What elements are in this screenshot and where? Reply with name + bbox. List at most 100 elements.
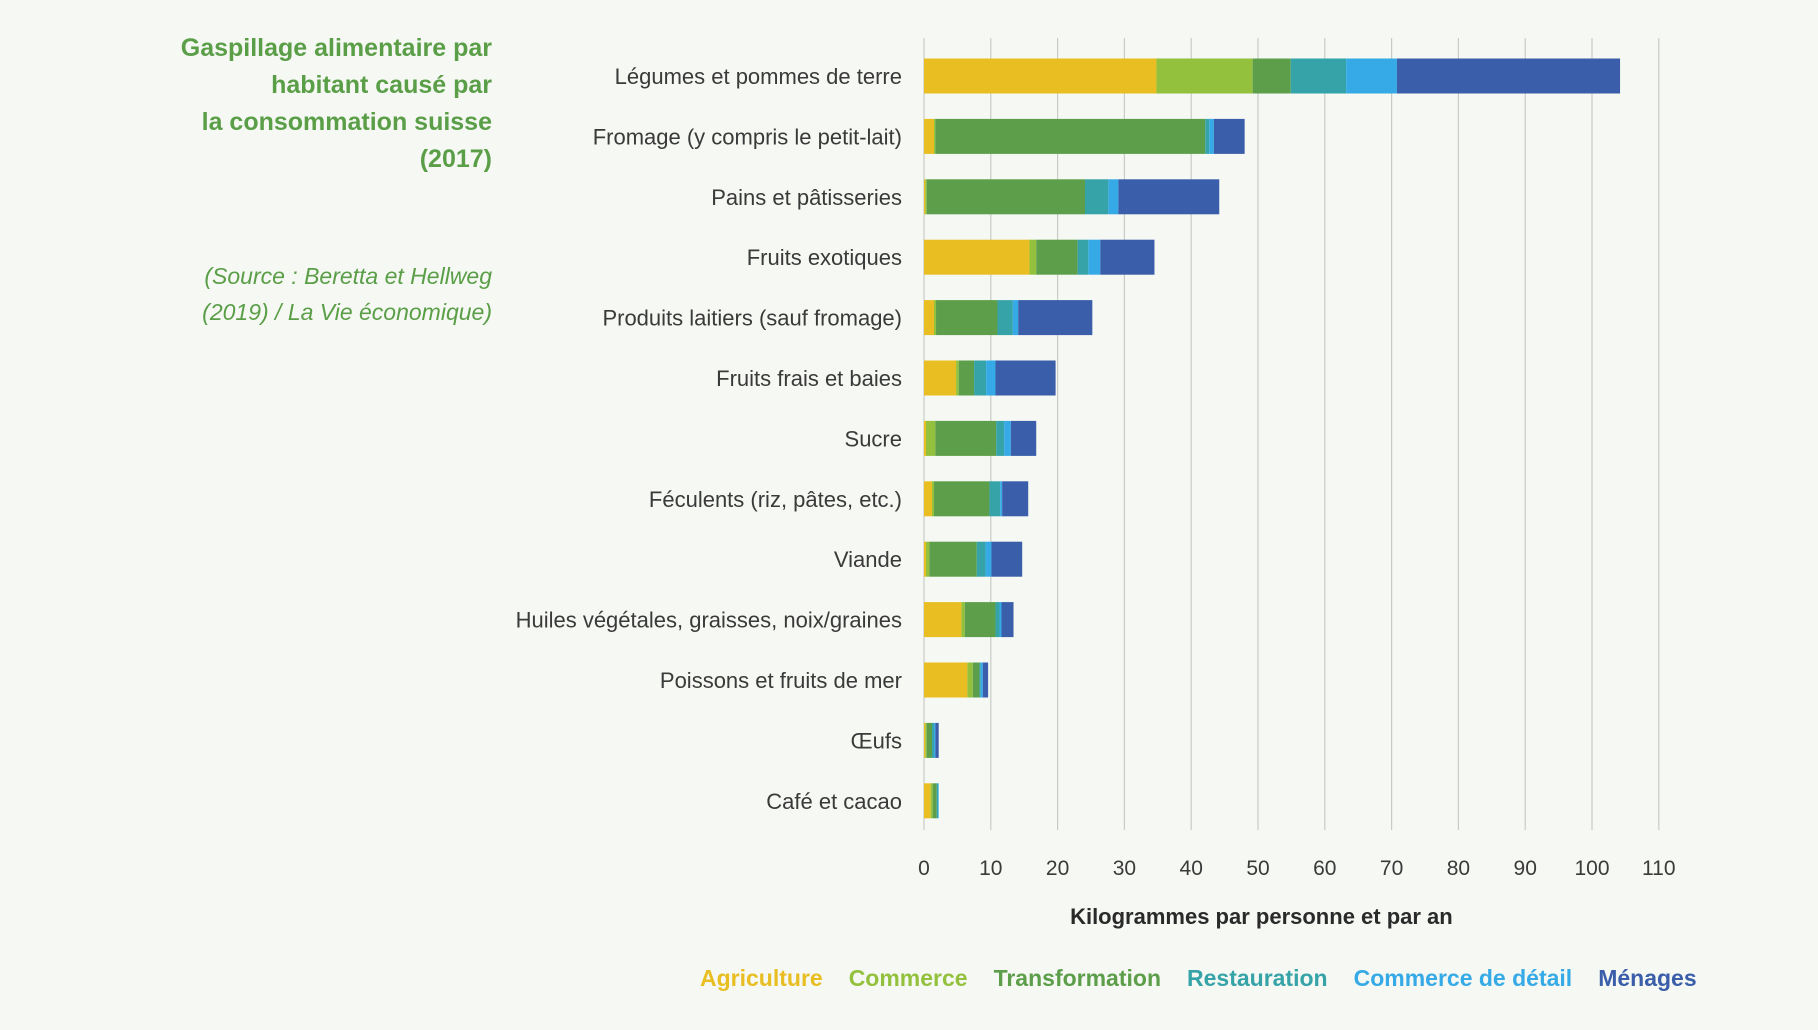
bar-segment-transformation bbox=[964, 602, 996, 638]
bar-segment-commerce-de-d-tail bbox=[985, 541, 992, 577]
bar-segment-commerce-de-d-tail bbox=[1004, 420, 1011, 456]
bar-segment-commerce-de-d-tail bbox=[1209, 118, 1214, 154]
bar-segment-transformation bbox=[934, 481, 990, 517]
bar-segment-commerce bbox=[967, 662, 973, 698]
bar-segment-commerce bbox=[1156, 58, 1253, 94]
bar-segment-agriculture bbox=[924, 239, 1030, 275]
bar-segment-commerce-de-d-tail bbox=[1346, 58, 1397, 94]
bar-segment-m-nages bbox=[1213, 118, 1245, 154]
bar-segment-commerce-de-d-tail bbox=[938, 783, 939, 819]
bar-segment-restauration bbox=[976, 541, 986, 577]
bar-segment-m-nages bbox=[1118, 179, 1220, 215]
bar-segment-transformation bbox=[929, 541, 977, 577]
bar-segment-transformation bbox=[1036, 239, 1078, 275]
bar-segment-commerce-de-d-tail bbox=[1108, 179, 1119, 215]
x-tick-label: 40 bbox=[1180, 857, 1203, 880]
bar-segment-transformation bbox=[926, 179, 1085, 215]
bar-segment-restauration bbox=[989, 481, 1001, 517]
bar-segment-restauration bbox=[974, 360, 987, 396]
x-tick-label: 50 bbox=[1246, 857, 1269, 880]
category-label: Légumes et pommes de terre bbox=[615, 64, 902, 89]
x-tick-label: 90 bbox=[1514, 857, 1537, 880]
bar-segment-commerce bbox=[1029, 239, 1037, 275]
bar-segment-transformation bbox=[926, 722, 933, 758]
bar-segment-restauration bbox=[979, 662, 981, 698]
chart-legend: Agriculture Commerce Transformation Restaur… bbox=[700, 965, 1700, 992]
category-label: Viande bbox=[834, 547, 902, 572]
bar-segment-commerce bbox=[926, 541, 930, 577]
bar-segment-commerce bbox=[934, 300, 937, 336]
chart-source: (Source : Beretta et Hellweg (2019) / La… bbox=[202, 263, 492, 325]
bar-segment-m-nages bbox=[1018, 300, 1093, 336]
bar-segment-m-nages bbox=[935, 722, 939, 758]
bar-segment-m-nages bbox=[1001, 602, 1014, 638]
bar-segment-m-nages bbox=[1100, 239, 1155, 275]
category-label: Fruits exotiques bbox=[747, 245, 902, 270]
bar-segment-agriculture bbox=[924, 300, 935, 336]
bar-segment-commerce bbox=[926, 420, 936, 456]
bar-segment-restauration bbox=[996, 420, 1005, 456]
bar-segment-m-nages bbox=[1002, 481, 1029, 517]
bar-segment-restauration bbox=[1205, 118, 1210, 154]
category-label: Pains et pâtisseries bbox=[711, 185, 902, 210]
bar-segment-agriculture bbox=[924, 360, 957, 396]
bar-segment-agriculture bbox=[924, 602, 962, 638]
legend-item: Commerce de détail bbox=[1353, 965, 1573, 991]
bar-segment-restauration bbox=[1084, 179, 1109, 215]
x-axis-title: Kilogrammes par personne et par an bbox=[1070, 904, 1453, 929]
bar-segment-agriculture bbox=[924, 722, 926, 758]
bar-segment-agriculture bbox=[924, 58, 1157, 94]
chart-title: Gaspillage alimentaire par habitant caus… bbox=[180, 34, 492, 173]
x-tick-label: 0 bbox=[918, 857, 930, 880]
bar-segment-commerce-de-d-tail bbox=[1000, 481, 1003, 517]
bar-segment-restauration bbox=[997, 300, 1013, 336]
bar-segment-agriculture bbox=[924, 481, 933, 517]
bar-segment-transformation bbox=[935, 420, 997, 456]
bar-segment-commerce bbox=[956, 360, 959, 396]
bar-segment-m-nages bbox=[995, 360, 1056, 396]
category-label: Féculents (riz, pâtes, etc.) bbox=[649, 487, 902, 512]
category-label: Fruits frais et baies bbox=[716, 366, 902, 391]
bar-segment-m-nages bbox=[1396, 58, 1621, 94]
x-tick-label: 30 bbox=[1113, 857, 1136, 880]
bar-segment-transformation bbox=[958, 360, 975, 396]
x-tick-label: 60 bbox=[1313, 857, 1336, 880]
x-tick-label: 80 bbox=[1447, 857, 1470, 880]
category-label: Produits laitiers (sauf fromage) bbox=[602, 306, 902, 331]
bar-segment-agriculture bbox=[924, 783, 931, 819]
bar-segment-agriculture bbox=[924, 662, 968, 698]
legend-item: Commerce bbox=[848, 965, 968, 991]
bar-segment-commerce-de-d-tail bbox=[980, 662, 983, 698]
bar-segment-commerce bbox=[932, 481, 935, 517]
category-label: Fromage (y compris le petit-lait) bbox=[593, 124, 902, 149]
title-block: Gaspillage alimentaire par habitant caus… bbox=[60, 30, 492, 330]
legend-item: Ménages bbox=[1598, 965, 1697, 991]
bar-segment-transformation bbox=[935, 118, 1206, 154]
bar-segment-restauration bbox=[1077, 239, 1089, 275]
bar-segment-agriculture bbox=[924, 420, 927, 456]
bar-segment-transformation bbox=[936, 300, 998, 336]
x-tick-label: 100 bbox=[1574, 857, 1609, 880]
x-tick-label: 70 bbox=[1380, 857, 1403, 880]
bar-segment-m-nages bbox=[982, 662, 989, 698]
category-label: Sucre bbox=[845, 426, 902, 451]
bar-segment-agriculture bbox=[924, 179, 926, 215]
bar-segment-m-nages bbox=[1010, 420, 1037, 456]
x-tick-label: 20 bbox=[1046, 857, 1069, 880]
bar-segment-transformation bbox=[972, 662, 980, 698]
legend-item: Restauration bbox=[1187, 965, 1328, 991]
bar-segment-commerce bbox=[930, 783, 933, 819]
bar-segment-commerce-de-d-tail bbox=[1012, 300, 1019, 336]
legend-item: Transformation bbox=[993, 965, 1161, 991]
bar-segment-commerce bbox=[961, 602, 965, 638]
category-label: Huiles végétales, graisses, noix/graines bbox=[516, 608, 902, 633]
bar-segment-commerce bbox=[925, 179, 927, 215]
bar-segment-agriculture bbox=[924, 541, 927, 577]
bar-segment-restauration bbox=[995, 602, 1000, 638]
bar-segment-commerce-de-d-tail bbox=[986, 360, 996, 396]
legend-item: Agriculture bbox=[700, 965, 823, 991]
bar-segment-commerce-de-d-tail bbox=[999, 602, 1002, 638]
bar-segment-transformation bbox=[932, 783, 937, 819]
category-label: Poissons et fruits de mer bbox=[660, 668, 902, 693]
